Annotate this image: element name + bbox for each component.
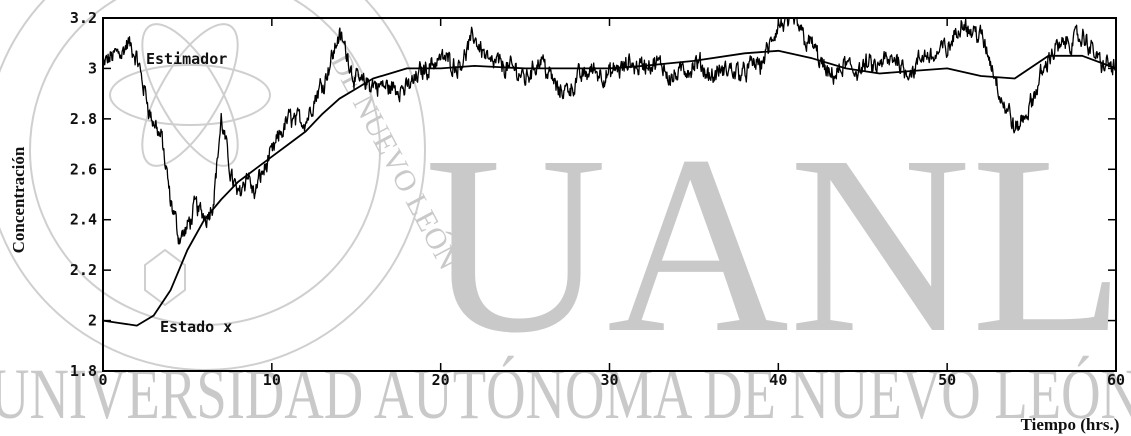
x-tick-label: 60 — [1107, 371, 1125, 389]
x-tick-label: 30 — [600, 371, 618, 389]
series-line-estado-x — [102, 49, 1117, 327]
x-tick-label: 0 — [98, 371, 107, 389]
y-tick-label: 2.2 — [70, 261, 97, 279]
x-tick-label: 40 — [769, 371, 787, 389]
x-tick-label: 20 — [432, 371, 450, 389]
y-tick-label: 2 — [88, 312, 97, 330]
y-tick-label: 2.6 — [70, 160, 97, 178]
watermark-bottom-text: UNIVERSIDAD AUTÓNOMA DE NUEVO LEÓN — [0, 354, 1131, 434]
y-tick-label: 3.2 — [70, 9, 97, 27]
axis-ticks — [102, 17, 1117, 372]
x-axis-title: Tiempo (hrs.) — [1021, 415, 1120, 434]
watermark-big-text: UANL — [425, 104, 1125, 386]
axis-tick-labels: 0 10 20 30 40 50 60 1.8 2 2.2 2.4 2.6 2.8 3 3.2 — [70, 9, 1125, 389]
x-tick-label: 50 — [938, 371, 956, 389]
annotation-estado-x: Estado x — [160, 318, 232, 336]
y-tick-label: 2.4 — [70, 211, 97, 229]
annotation-estimador: Estimador — [146, 50, 227, 68]
y-tick-label: 1.8 — [70, 362, 97, 380]
y-tick-label: 3 — [88, 59, 97, 77]
series-layer — [102, 17, 1117, 327]
y-axis-title: Concentración — [9, 146, 28, 253]
y-tick-label: 2.8 — [70, 110, 97, 128]
x-tick-label: 10 — [263, 371, 281, 389]
